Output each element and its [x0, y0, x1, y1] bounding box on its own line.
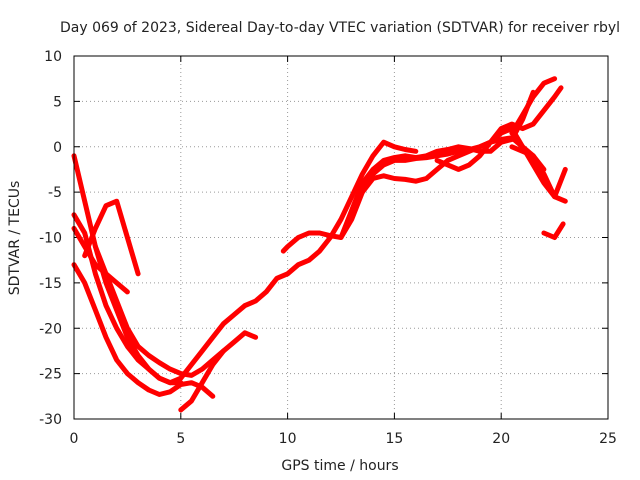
series-line-4	[71, 225, 130, 295]
x-tick-label: 25	[599, 431, 617, 447]
x-tick-label: 0	[70, 431, 79, 447]
series-line-13	[541, 221, 566, 240]
series-line-8	[338, 89, 536, 240]
x-tick-label: 15	[385, 431, 403, 447]
y-tick-label: 10	[44, 49, 62, 65]
y-tick-label: 5	[53, 94, 62, 110]
y-tick-label: -30	[39, 412, 62, 428]
y-axis-label: SDTVAR / TECUs	[7, 181, 23, 296]
series-line-12	[509, 76, 558, 136]
series-line-14	[82, 198, 141, 277]
y-tick-label: -20	[39, 321, 62, 337]
series-line-5	[92, 244, 226, 378]
series-line-10	[434, 85, 564, 172]
x-tick-label: 10	[279, 431, 297, 447]
x-tick-label: 20	[492, 431, 510, 447]
series-line-9	[359, 126, 568, 204]
y-tick-label: -5	[48, 185, 62, 201]
series-line-7	[280, 135, 547, 254]
axis-ticks: 0 5 10 15 20 25 -30 -25 -20 -15 -10 -5 0 5 10	[39, 49, 617, 447]
x-tick-label: 5	[176, 431, 185, 447]
series-line-6	[178, 330, 259, 413]
y-tick-label: -10	[39, 231, 62, 247]
y-tick-label: -15	[39, 276, 62, 292]
x-axis-label: GPS time / hours	[281, 458, 398, 474]
series-group	[71, 76, 568, 413]
plot-frame	[73, 55, 609, 420]
series-line-11	[509, 144, 568, 200]
chart-title: Day 069 of 2023, Sidereal Day-to-day VTE…	[60, 20, 620, 36]
series-line-2	[71, 262, 216, 399]
series-line-3	[71, 139, 419, 386]
y-tick-label: 0	[53, 140, 62, 156]
y-tick-label: -25	[39, 367, 62, 383]
